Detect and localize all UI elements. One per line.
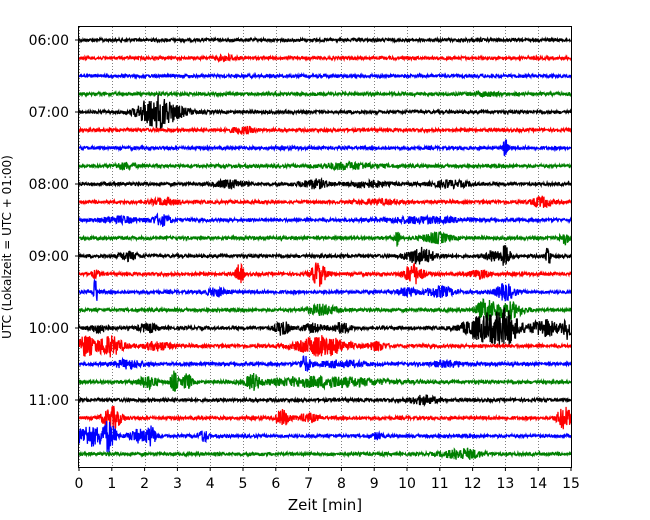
trace-group [78, 35, 572, 460]
seismic-trace [78, 52, 572, 64]
seismic-trace [78, 89, 572, 99]
x-axis-label: Zeit [min] [288, 496, 362, 514]
x-tick-label: 9 [370, 476, 379, 492]
seismic-trace [78, 355, 572, 372]
seismic-trace [78, 160, 572, 172]
seismic-trace [78, 212, 572, 228]
plot-frame [78, 26, 572, 468]
x-tick-label: 4 [206, 476, 215, 492]
seismic-trace [78, 370, 572, 392]
seismic-trace [78, 244, 572, 266]
vertical-grid [79, 27, 572, 467]
seismic-trace [78, 177, 572, 191]
x-tick-label: 6 [271, 476, 280, 492]
y-axis-label: UTC (Lokalzeit = UTC + 01:00) [0, 155, 14, 339]
seismic-trace [78, 278, 572, 302]
seismic-trace [78, 335, 572, 358]
seismic-trace [78, 447, 572, 460]
x-tick-label: 11 [431, 476, 449, 492]
seismic-trace [78, 298, 572, 321]
seismic-trace [78, 421, 572, 453]
x-tick-label: 13 [496, 476, 514, 492]
x-tick-label: 1 [107, 476, 116, 492]
seismic-trace [78, 125, 572, 135]
seismic-trace [78, 405, 572, 430]
x-tick-label: 8 [337, 476, 346, 492]
y-tick-label: 11:00 [29, 393, 69, 409]
y-tick-label: 08:00 [29, 177, 69, 193]
x-tick-label: 12 [464, 476, 482, 492]
seismic-trace [78, 262, 572, 287]
seismic-trace [78, 139, 572, 157]
y-axis-ticks: 06:00 07:00 08:00 09:00 10:00 11:00 [29, 33, 79, 409]
y-tick-label: 07:00 [29, 105, 69, 121]
seismic-trace [78, 195, 572, 209]
x-tick-label: 2 [140, 476, 149, 492]
x-tick-label: 7 [304, 476, 313, 492]
x-axis-ticks: 0 1 2 3 4 5 6 7 8 9 10 11 12 13 14 15 [75, 467, 580, 492]
y-tick-label: 09:00 [29, 249, 69, 265]
x-tick-label: 3 [173, 476, 182, 492]
x-tick-label: 10 [398, 476, 416, 492]
seismic-trace [78, 231, 572, 247]
x-tick-label: 14 [529, 476, 547, 492]
seismic-trace [78, 94, 572, 130]
x-tick-label: 0 [75, 476, 84, 492]
seismic-trace [78, 394, 572, 408]
y-tick-label: 10:00 [29, 321, 69, 337]
y-tick-label: 06:00 [29, 33, 69, 49]
seismic-trace [78, 71, 572, 80]
x-tick-label: 5 [239, 476, 248, 492]
seismic-trace [78, 307, 572, 346]
x-tick-label: 15 [562, 476, 580, 492]
seismic-trace [78, 35, 572, 44]
